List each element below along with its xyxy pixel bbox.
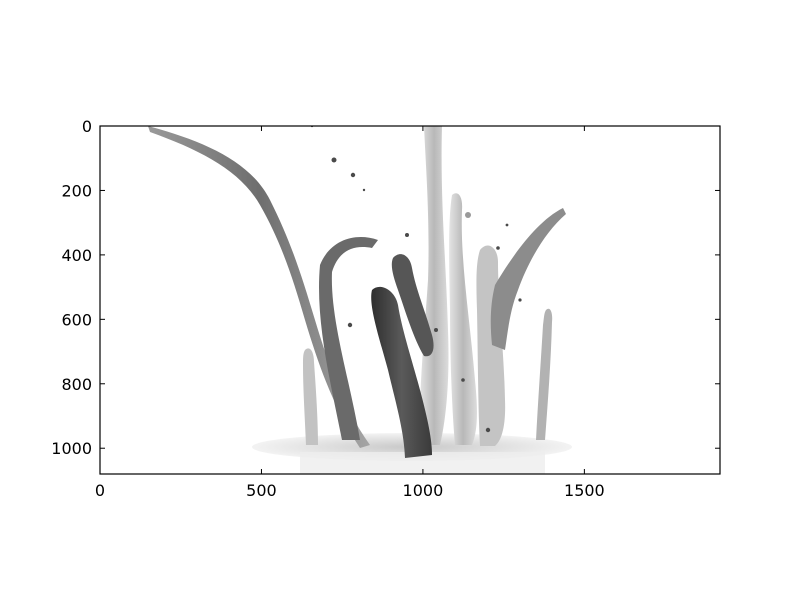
x-tick-label: 500 — [246, 481, 277, 500]
axes-frame — [99, 125, 721, 475]
y-tick-label: 800 — [61, 375, 92, 394]
y-tick-label: 200 — [61, 181, 92, 200]
x-tick-label: 0 — [95, 481, 105, 500]
y-tick-label: 0 — [82, 117, 92, 136]
y-tick-label: 400 — [61, 246, 92, 265]
splash-center-column — [419, 126, 449, 445]
x-axis: 0 500 1000 1500 — [95, 126, 605, 500]
splash-dark-stem — [371, 286, 432, 458]
splash-curl-left — [319, 237, 378, 440]
x-tick-label: 1000 — [403, 481, 444, 500]
heatmap-image — [100, 126, 720, 474]
splash-left-spikes — [303, 348, 318, 445]
splash-right-leaf — [490, 208, 566, 350]
x-tick-label: 1500 — [564, 481, 605, 500]
splash-right-spike — [536, 308, 553, 440]
splash-mid-lobe — [391, 254, 434, 357]
splash-reflection — [300, 452, 545, 474]
splash-droplets — [310, 126, 522, 433]
y-axis: 0 200 400 600 800 1000 — [51, 117, 720, 458]
y-tick-label: 600 — [61, 310, 92, 329]
y-tick-label: 1000 — [51, 439, 92, 458]
splash-right-column-a — [449, 193, 477, 445]
